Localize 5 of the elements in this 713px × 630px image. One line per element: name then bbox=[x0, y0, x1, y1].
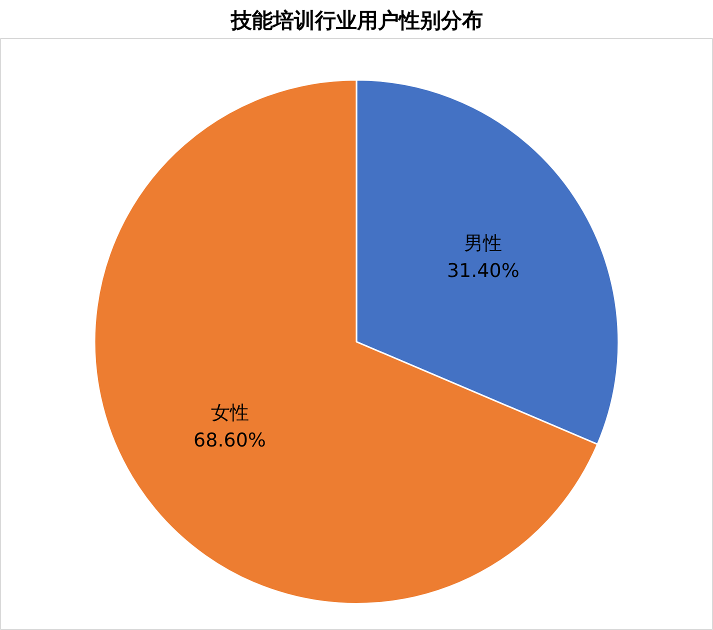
data-label: 31.40% bbox=[446, 260, 520, 282]
slice-label: 女性 bbox=[210, 402, 249, 424]
data-label: 68.60% bbox=[194, 429, 266, 452]
slice-label: 男性 bbox=[464, 232, 502, 254]
chart-title: 技能培训行业用户性别分布 bbox=[230, 8, 483, 32]
